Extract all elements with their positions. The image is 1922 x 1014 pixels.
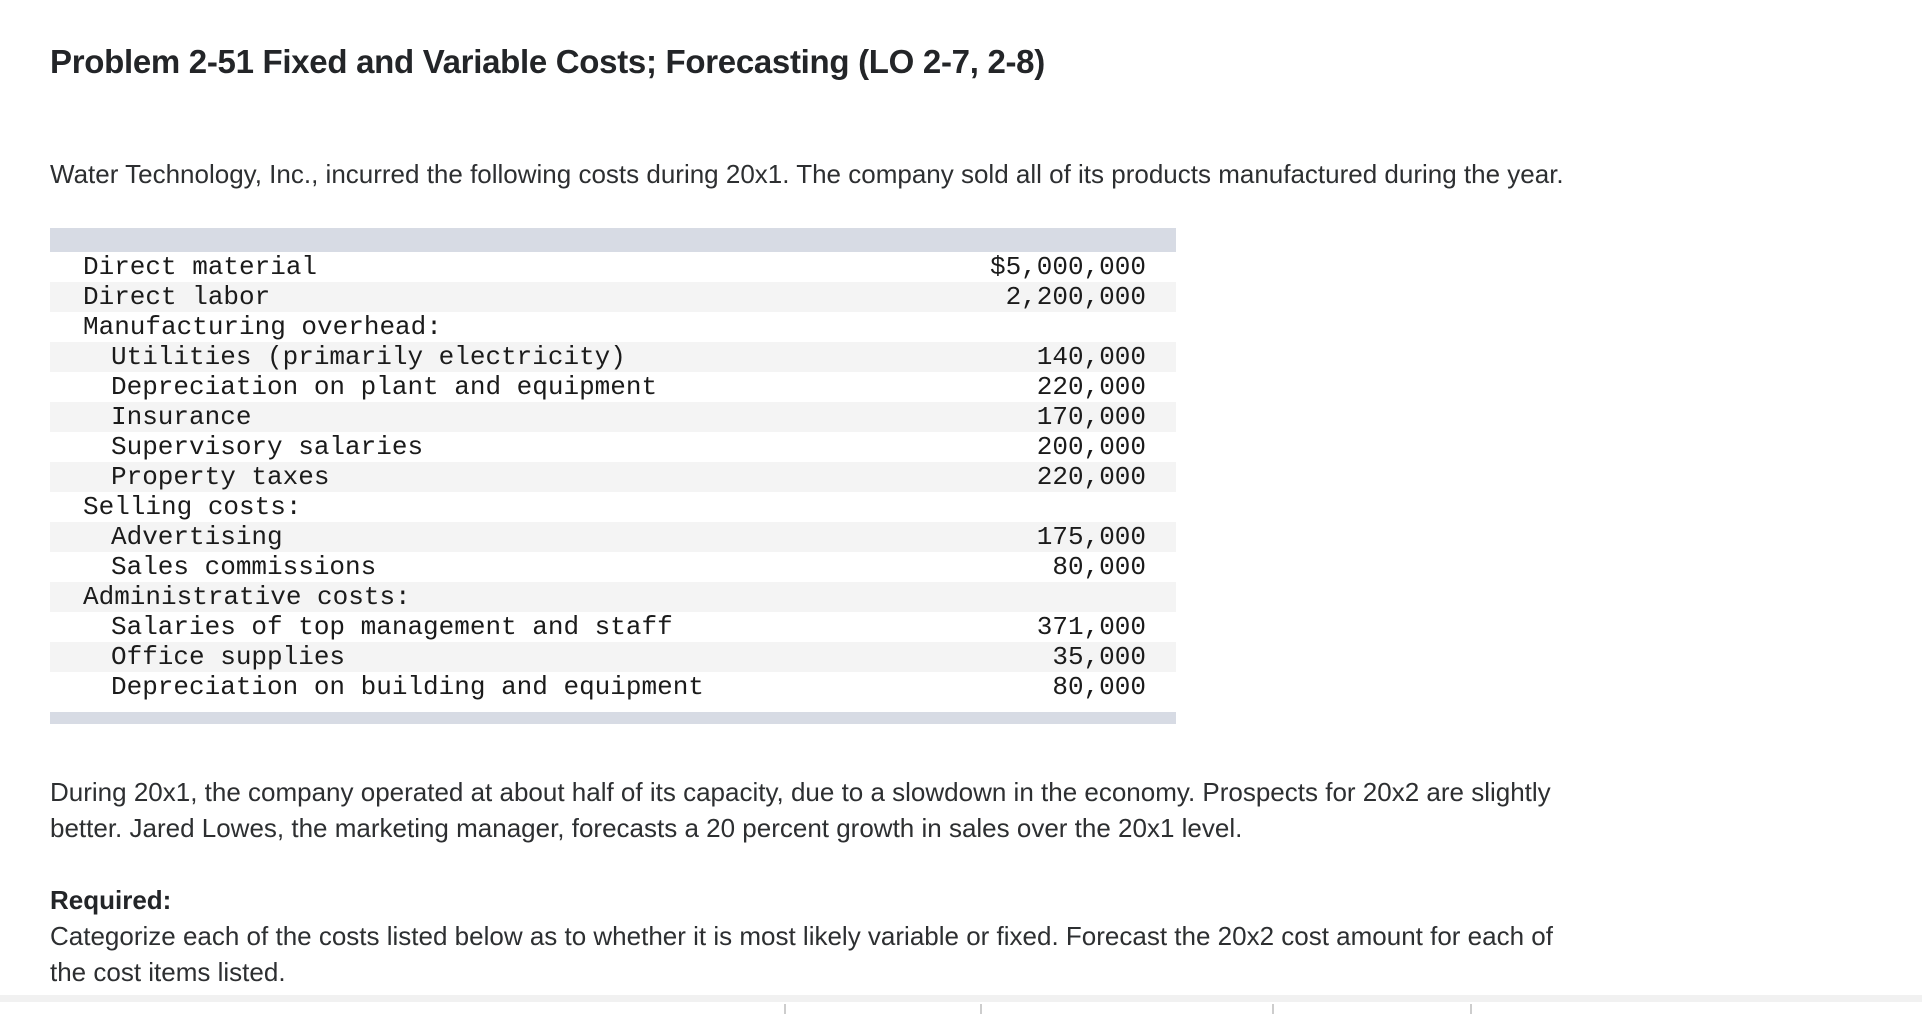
cost-item-label: Property taxes xyxy=(111,461,330,492)
intro-paragraph: Water Technology, Inc., incurred the fol… xyxy=(50,158,1564,189)
required-heading: Required: xyxy=(50,884,172,915)
cost-amount: 170,000 xyxy=(1036,401,1146,432)
cost-item-label: Salaries of top management and staff xyxy=(111,611,673,642)
cost-table: Direct material $5,000,000 Direct labor … xyxy=(50,227,1176,724)
cost-item-label: Office supplies xyxy=(111,641,346,672)
cost-amount: 80,000 xyxy=(1052,551,1146,582)
cost-item-label: Depreciation on plant and equipment xyxy=(111,371,658,402)
cost-amount: 80,000 xyxy=(1052,671,1146,702)
column-divider-tick xyxy=(980,1004,982,1014)
cost-amount: $5,000,000 xyxy=(989,251,1146,282)
table-row: Sales commissions 80,000 xyxy=(50,552,1176,582)
cost-table-rows: Direct material $5,000,000 Direct labor … xyxy=(50,252,1176,702)
table-row: Salaries of top management and staff 371… xyxy=(50,612,1176,642)
narrative-line: During 20x1, the company operated at abo… xyxy=(50,776,1551,807)
table-row: Administrative costs: xyxy=(50,581,1176,612)
cost-item-label: Administrative costs: xyxy=(83,581,411,612)
cost-item-label: Manufacturing overhead: xyxy=(83,311,442,342)
table-row: Utilities (primarily electricity) 140,00… xyxy=(50,341,1176,372)
table-row: Depreciation on building and equipment 8… xyxy=(50,672,1176,702)
cost-item-label: Insurance xyxy=(111,401,252,432)
next-table-top-edge xyxy=(0,995,1922,1002)
required-line: the cost items listed. xyxy=(50,956,286,987)
table-row: Insurance 170,000 xyxy=(50,401,1176,432)
cost-amount: 2,200,000 xyxy=(1005,281,1146,312)
cost-amount: 140,000 xyxy=(1036,341,1146,372)
required-line: Categorize each of the costs listed belo… xyxy=(50,920,1553,951)
table-row: Selling costs: xyxy=(50,492,1176,522)
column-divider-tick xyxy=(1272,1004,1274,1014)
cost-item-label: Supervisory salaries xyxy=(111,431,424,462)
cost-item-label: Advertising xyxy=(111,521,283,552)
cost-item-label: Selling costs: xyxy=(83,491,302,522)
cost-amount: 371,000 xyxy=(1036,611,1146,642)
problem-statement: Problem 2-51 Fixed and Variable Costs; F… xyxy=(50,43,1882,990)
table-row: Direct labor 2,200,000 xyxy=(50,281,1176,312)
table-row: Depreciation on plant and equipment 220,… xyxy=(50,372,1176,402)
cost-amount: 175,000 xyxy=(1036,521,1146,552)
column-divider-tick xyxy=(1470,1004,1472,1014)
required-instructions: Categorize each of the costs listed belo… xyxy=(50,918,1882,990)
cost-amount: 200,000 xyxy=(1036,431,1146,462)
cost-item-label: Utilities (primarily electricity) xyxy=(111,341,626,372)
cost-item-label: Depreciation on building and equipment xyxy=(111,671,704,702)
table-row: Office supplies 35,000 xyxy=(50,641,1176,672)
cost-amount: 35,000 xyxy=(1052,641,1146,672)
cost-table-top-bar xyxy=(50,227,1176,252)
cost-amount: 220,000 xyxy=(1036,371,1146,402)
column-divider-tick xyxy=(784,1004,786,1014)
narrative-paragraph: During 20x1, the company operated at abo… xyxy=(50,774,1882,846)
cost-item-label: Direct labor xyxy=(83,281,271,312)
cost-item-label: Sales commissions xyxy=(111,551,377,582)
cost-item-label: Direct material xyxy=(83,251,318,282)
table-row: Supervisory salaries 200,000 xyxy=(50,432,1176,462)
cost-table-bottom-bar xyxy=(50,711,1176,724)
problem-title: Problem 2-51 Fixed and Variable Costs; F… xyxy=(50,43,1045,80)
table-row: Direct material $5,000,000 xyxy=(50,252,1176,282)
narrative-line: better. Jared Lowes, the marketing manag… xyxy=(50,812,1243,843)
table-row: Property taxes 220,000 xyxy=(50,461,1176,492)
table-row: Manufacturing overhead: xyxy=(50,312,1176,342)
cost-amount: 220,000 xyxy=(1036,461,1146,492)
table-row: Advertising 175,000 xyxy=(50,521,1176,552)
